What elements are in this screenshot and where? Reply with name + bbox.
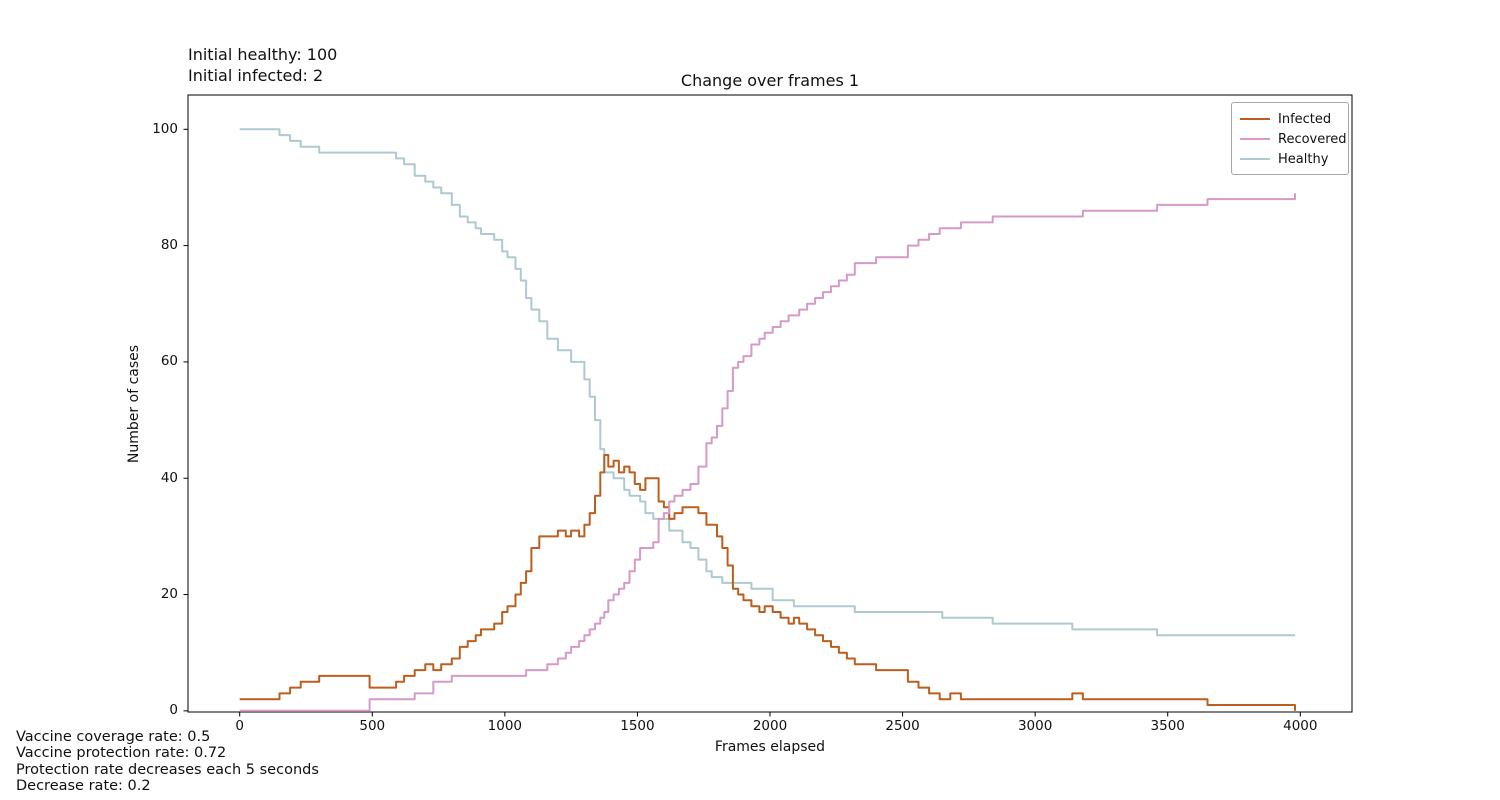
- legend-line-swatch: [1240, 137, 1270, 141]
- x-tick-label: 1000: [487, 718, 523, 734]
- x-tick-label: 2000: [752, 718, 788, 734]
- x-tick-label: 1500: [620, 718, 655, 734]
- x-axis-label: Frames elapsed: [714, 739, 826, 755]
- annotation-protection-rate: Vaccine protection rate: 0.72: [16, 745, 227, 762]
- x-tick-label: 3500: [1150, 718, 1185, 734]
- x-tick-label: 2500: [885, 718, 920, 734]
- y-tick-label: 100: [152, 120, 178, 137]
- y-axis-label: Number of cases: [126, 344, 142, 464]
- y-tick-label: 60: [160, 353, 178, 370]
- y-tick-label: 80: [160, 237, 178, 254]
- legend: Infected Recovered Healthy: [1231, 102, 1349, 175]
- legend-line-swatch: [1240, 117, 1270, 121]
- x-tick-label: 0: [235, 718, 244, 734]
- legend-line-swatch: [1240, 157, 1270, 161]
- x-tick-label: 500: [359, 718, 386, 734]
- chart-title: Change over frames 1: [680, 71, 860, 90]
- annotation-protection-decrease: Protection rate decreases each 5 seconds: [16, 761, 319, 778]
- x-tick-label: 4000: [1283, 718, 1318, 734]
- legend-item-infected: Infected: [1240, 109, 1340, 129]
- y-tick-label: 20: [160, 586, 178, 603]
- annotation-initial-healthy: Initial healthy: 100: [188, 45, 338, 64]
- annotation-initial-infected: Initial infected: 2: [188, 66, 324, 85]
- annotation-decrease-rate: Decrease rate: 0.2: [16, 778, 151, 795]
- legend-label: Healthy: [1278, 151, 1329, 167]
- legend-item-recovered: Recovered: [1240, 129, 1347, 149]
- legend-label: Infected: [1278, 111, 1332, 127]
- annotation-vaccine-params: Vaccine coverage rate: 0.5 Vaccine prote…: [16, 729, 319, 795]
- recovered-line: [239, 193, 1296, 712]
- legend-label: Recovered: [1278, 131, 1347, 147]
- axes-spines: [187, 94, 1353, 713]
- legend-item-healthy: Healthy: [1240, 149, 1340, 169]
- healthy-line: [239, 128, 1295, 637]
- x-tick-label: 3000: [1017, 718, 1053, 734]
- y-tick-label: 0: [169, 702, 178, 719]
- annotation-coverage-rate: Vaccine coverage rate: 0.5: [16, 729, 211, 745]
- y-tick-label: 40: [160, 469, 178, 486]
- infected-line: [239, 454, 1296, 711]
